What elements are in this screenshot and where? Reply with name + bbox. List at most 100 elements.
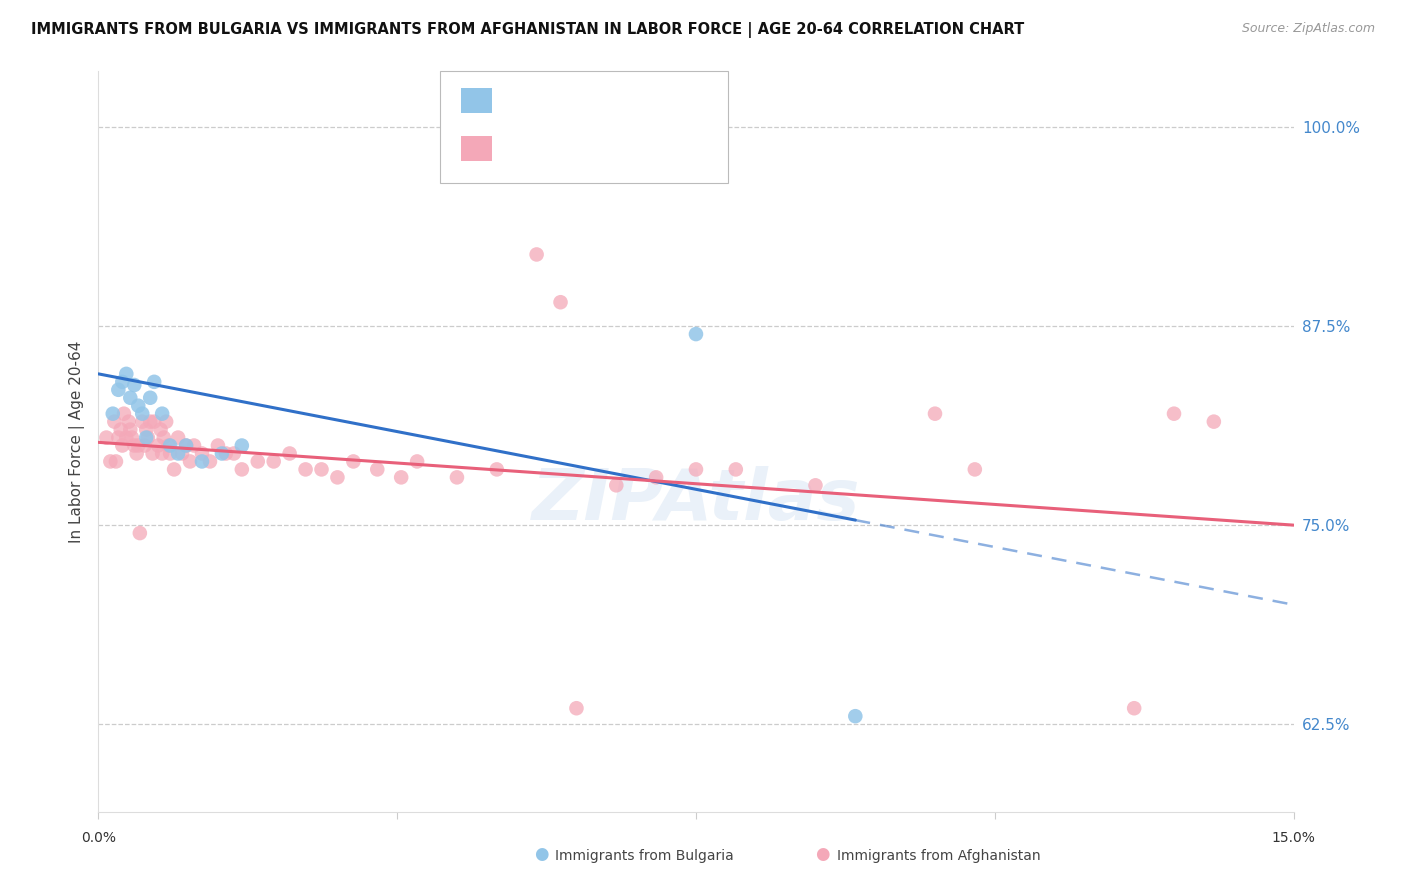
Point [389,470,412,484]
Point [163,462,186,476]
Point [131,415,153,429]
Point [110,423,132,437]
Point [152,431,174,445]
Point [157,438,180,452]
Point [406,454,429,468]
Point [366,462,388,476]
Point [155,415,177,429]
Point [107,431,129,445]
Text: 15.0%: 15.0% [1271,831,1316,846]
Point [150,407,173,421]
Point [231,438,253,452]
Point [179,454,201,468]
Point [342,454,364,468]
Point [1123,701,1146,715]
Text: R =: R = [499,94,530,108]
Point [111,438,134,452]
Point [167,446,190,460]
Point [485,462,508,476]
Point [143,415,166,429]
Text: 67: 67 [627,142,647,156]
Point [191,446,214,460]
Point [118,415,141,429]
Point [148,438,170,452]
Point [120,391,142,405]
Point [136,431,159,445]
Point [139,415,162,429]
Point [550,295,572,310]
Point [104,454,127,468]
Text: Immigrants from Afghanistan: Immigrants from Afghanistan [837,849,1040,863]
Point [211,446,233,460]
Text: -0.486: -0.486 [529,94,581,108]
Point [139,391,162,405]
Point [174,438,197,452]
Point [685,462,707,476]
Point [98,454,122,468]
Point [127,438,149,452]
Point [111,375,134,389]
Point [446,470,468,484]
Point [724,462,747,476]
Point [121,431,143,445]
Point [246,454,269,468]
Point [1163,407,1185,421]
Text: N =: N = [598,142,630,156]
Point [222,446,245,460]
Point [143,375,166,389]
Point [326,470,349,484]
Point [124,438,146,452]
Text: Source: ZipAtlas.com: Source: ZipAtlas.com [1241,22,1375,36]
Point [278,446,301,460]
Text: ●: ● [534,846,548,863]
Point [294,462,316,476]
Text: ZIPAtlas: ZIPAtlas [531,467,860,535]
Point [565,701,588,715]
Point [924,407,946,421]
Point [685,327,707,342]
Point [135,431,157,445]
Point [231,462,253,476]
Point [112,407,135,421]
Point [124,378,146,392]
Point [103,415,125,429]
Point [115,431,138,445]
Point [207,438,229,452]
Point [101,407,124,421]
Point [215,446,238,460]
Text: 0.0%: 0.0% [82,831,115,846]
Point [263,454,285,468]
Point [134,438,156,452]
Point [167,431,190,445]
Text: IMMIGRANTS FROM BULGARIA VS IMMIGRANTS FROM AFGHANISTAN IN LABOR FORCE | AGE 20-: IMMIGRANTS FROM BULGARIA VS IMMIGRANTS F… [31,22,1024,38]
Point [605,478,627,492]
Text: 20: 20 [627,94,647,108]
Point [172,446,194,460]
Point [526,247,548,261]
Y-axis label: In Labor Force | Age 20-64: In Labor Force | Age 20-64 [69,341,84,542]
Point [135,423,157,437]
Point [159,446,181,460]
Point [131,407,153,421]
Point [159,438,181,452]
Point [174,438,197,452]
Text: N =: N = [598,94,630,108]
Point [183,438,205,452]
Point [127,399,149,413]
Point [142,446,165,460]
Point [844,709,866,723]
Text: ●: ● [815,846,830,863]
Point [120,423,142,437]
Point [96,431,118,445]
Point [150,446,173,460]
Point [1202,415,1225,429]
Point [191,454,214,468]
Point [963,462,986,476]
Point [311,462,333,476]
Point [804,478,827,492]
Point [645,470,668,484]
Point [128,526,150,541]
Text: Immigrants from Bulgaria: Immigrants from Bulgaria [555,849,734,863]
Point [149,423,172,437]
Text: -0.195: -0.195 [529,142,581,156]
